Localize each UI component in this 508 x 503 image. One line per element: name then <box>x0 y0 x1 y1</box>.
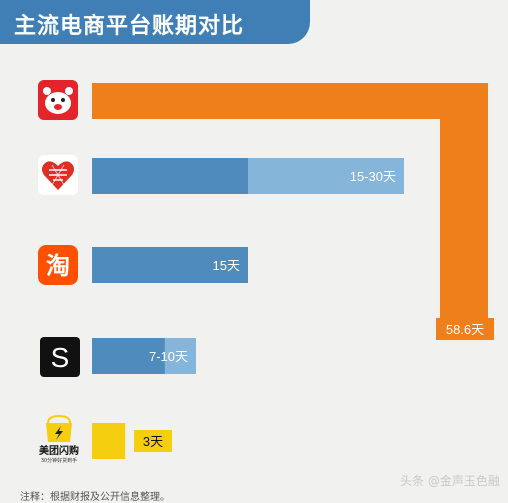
bar-shein <box>92 338 165 374</box>
chart-title: 主流电商平台账期对比 <box>14 14 245 39</box>
shein-logo-glyph: S <box>51 342 70 373</box>
shein-logo-icon: S <box>40 337 80 377</box>
bar-pinduoduo-label: 15-30天 <box>350 169 396 184</box>
bar-jd-label: 58.6天 <box>446 322 484 337</box>
watermark: 头条 @金声玉色融 <box>400 474 500 488</box>
bar-taobao-label: 15天 <box>213 258 240 273</box>
meituan-shangou-logo-icon: 美团闪购 30分钟好货到手 <box>34 412 84 464</box>
meituan-slogan-text: 30分钟好货到手 <box>41 457 77 464</box>
bar-taobao <box>92 247 248 283</box>
pinduoduo-logo-icon <box>38 155 78 195</box>
bar-jd-label-box <box>436 318 494 340</box>
bar-jd <box>92 83 488 318</box>
taobao-logo-glyph: 淘 <box>46 252 70 280</box>
bar-meituan-label: 3天 <box>143 434 163 449</box>
title-band: 主流电商平台账期对比 <box>0 0 310 44</box>
bar-pinduoduo <box>92 158 248 194</box>
bar-meituan-label-box <box>134 430 172 452</box>
footnote: 注释：根据财报及公开信息整理。 <box>20 492 170 503</box>
bar-shein-label: 7-10天 <box>149 349 188 364</box>
bar-meituan <box>92 423 126 459</box>
meituan-brand-text: 美团闪购 <box>39 444 79 457</box>
jd-logo-icon <box>38 80 78 120</box>
taobao-logo-icon: 淘 <box>38 245 78 285</box>
